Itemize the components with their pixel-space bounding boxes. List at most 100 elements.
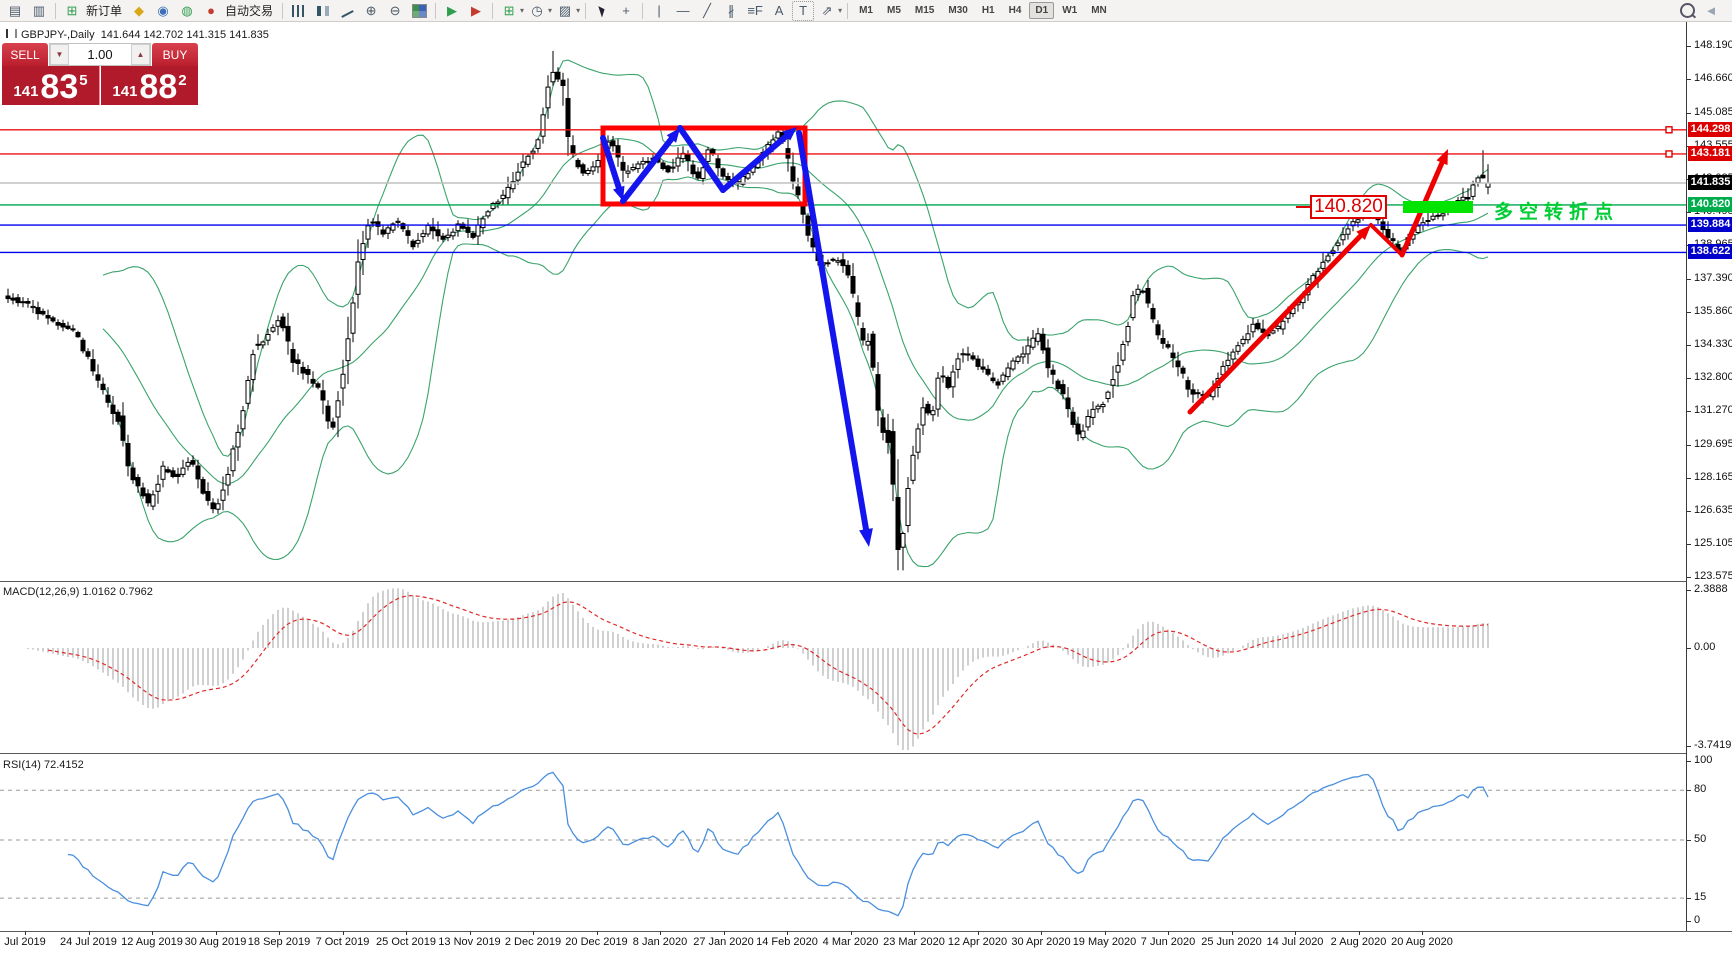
vline-icon[interactable]: | — [657, 3, 661, 18]
axis-tick — [1687, 78, 1691, 80]
autotrading-icon[interactable]: ● — [207, 3, 215, 18]
terminal-icon[interactable]: ◉ — [157, 2, 169, 18]
tf-mn[interactable]: MN — [1091, 5, 1107, 16]
tf-h1[interactable]: H1 — [981, 5, 995, 16]
trendline-icon[interactable]: ╱ — [703, 2, 711, 18]
nav-back-icon[interactable]: ◄ — [1704, 3, 1718, 18]
text-label-icon[interactable]: T — [792, 0, 815, 21]
autoscroll-icon[interactable]: ▶ — [447, 2, 458, 18]
bull-bear-turning-point-note[interactable]: 多空转折点 — [1494, 202, 1620, 223]
rsi-axis-label: 80 — [1694, 783, 1707, 795]
axis-tick — [1687, 312, 1691, 314]
channel-icon[interactable]: ∦ — [727, 2, 735, 18]
panel-bottom-border — [0, 931, 1732, 932]
time-axis-label: 12 Apr 2020 — [947, 936, 1008, 948]
buy-button[interactable]: BUY — [152, 43, 198, 66]
time-axis-tick — [723, 931, 725, 935]
hline-icon[interactable]: — — [676, 3, 690, 18]
pullback-line[interactable] — [1369, 223, 1404, 257]
time-axis-label: 30 Aug 2019 — [184, 936, 247, 948]
price-badge-143.181: 143.181 — [1688, 145, 1732, 161]
cursor-icon[interactable] — [591, 1, 613, 21]
sell-price-sup: 5 — [79, 72, 88, 89]
zoom-in-icon[interactable]: ⊕ — [365, 2, 377, 18]
macd-axis-label: 0.00 — [1694, 641, 1716, 653]
new-order-icon[interactable]: ⊞ — [66, 2, 78, 18]
macd-panel[interactable] — [0, 583, 1686, 753]
zigzag-arrow-up-2[interactable] — [720, 127, 797, 193]
zoom-out-icon[interactable]: ⊖ — [389, 2, 401, 18]
tile-windows-icon[interactable] — [408, 1, 430, 21]
level-callout-140820[interactable]: 140.820 — [1310, 195, 1387, 219]
axis-tick — [1687, 378, 1691, 380]
time-axis-tick — [406, 931, 407, 935]
tf-d1[interactable]: D1 — [1029, 2, 1055, 19]
periods-icon[interactable]: ◷ — [531, 2, 543, 18]
tf-m5[interactable]: M5 — [887, 5, 901, 16]
crosshair-icon[interactable]: + — [622, 3, 630, 18]
profiles-icon[interactable]: ▥ — [32, 2, 46, 18]
rsi-title: RSI(14) — [3, 759, 41, 771]
metaeditor-icon[interactable]: ◆ — [134, 2, 145, 18]
ohlc-values: 141.644 142.702 141.315 141.835 — [100, 29, 269, 41]
new-chart-icon[interactable]: ▤ — [8, 2, 22, 18]
chart-shift-icon[interactable]: ▶ — [471, 2, 482, 18]
toolbar: ▤ ▥ ⊞ 新订单 ◆ ◉ ◍ ● 自动交易 ⊕ ⊖ ▶ ▶ ⊞ ▾ ◷ ▾ ▨ ▾ … — [0, 0, 1732, 22]
level-lines[interactable] — [0, 126, 1686, 254]
line-chart-icon[interactable] — [336, 1, 358, 21]
templates-icon[interactable]: ▨ — [558, 2, 572, 18]
volume-increase-button[interactable]: ▲ — [131, 44, 150, 65]
turning-point-bar[interactable] — [1403, 201, 1473, 213]
arrows-icon[interactable]: ⇗ — [821, 2, 833, 18]
rsi-axis-label: 0 — [1694, 914, 1701, 926]
time-axis-tick — [787, 931, 788, 935]
zigzag-arrow-down-1[interactable] — [600, 135, 625, 201]
separator — [55, 2, 56, 19]
tf-m30[interactable]: M30 — [948, 5, 968, 16]
indicators-icon[interactable]: ⊞ — [503, 2, 515, 18]
sell-button[interactable]: SELL — [2, 43, 48, 66]
tf-w1[interactable]: W1 — [1062, 5, 1078, 16]
price-axis-label: 123.575 — [1694, 570, 1732, 583]
text-icon[interactable]: A — [774, 3, 784, 18]
uptrend-arrow[interactable] — [1187, 225, 1371, 415]
time-axis-tick — [215, 931, 217, 935]
panel-splitter[interactable] — [0, 753, 1732, 754]
search-icon[interactable] — [1676, 1, 1698, 21]
annotations[interactable] — [600, 125, 1473, 547]
bollinger-bands — [102, 59, 1489, 568]
axis-tick — [1687, 544, 1691, 546]
time-axis-label: 7 Jun 2020 — [1140, 936, 1196, 948]
tf-m15[interactable]: M15 — [914, 5, 935, 16]
crash-arrow[interactable] — [796, 130, 873, 547]
macd-signal-line — [47, 595, 1489, 735]
tf-m1[interactable]: M1 — [859, 5, 873, 16]
zigzag-arrow-up-1[interactable] — [620, 128, 680, 204]
sell-price[interactable]: 141 83 5 — [2, 66, 100, 105]
buy-price[interactable]: 141 88 2 — [101, 66, 198, 105]
price-axis-label: 132.800 — [1694, 371, 1732, 384]
volume-decrease-button[interactable]: ▼ — [50, 44, 69, 65]
macd-histogram — [27, 588, 1489, 750]
rsi-panel[interactable] — [0, 755, 1686, 931]
panel-splitter[interactable] — [0, 581, 1732, 582]
axis-tick — [1687, 898, 1691, 899]
axis-tick — [1687, 590, 1691, 591]
time-axis[interactable]: Jul 2019 24 Jul 2019 12 Aug 2019 30 Aug 201… — [0, 933, 1732, 953]
autotrading-button[interactable]: 自动交易 — [225, 4, 274, 18]
signals-icon[interactable]: ◍ — [181, 2, 193, 18]
time-axis-tick — [977, 931, 979, 935]
price-chart[interactable] — [0, 22, 1686, 581]
volume-input[interactable]: 1.00 — [87, 47, 113, 62]
price-axis[interactable]: 148.190146.660145.085143.555142.025140.4… — [1686, 22, 1732, 931]
time-axis-label: 19 May 2020 — [1072, 936, 1137, 948]
time-axis-label: 18 Sep 2019 — [247, 936, 311, 948]
tf-h4[interactable]: H4 — [1008, 5, 1022, 16]
fibonacci-icon[interactable]: ≡F — [747, 3, 763, 18]
candlestick-chart-icon[interactable] — [312, 1, 334, 21]
time-axis-tick — [88, 931, 90, 935]
zigzag-segment[interactable] — [677, 125, 726, 193]
bar-chart-icon[interactable] — [288, 1, 310, 21]
new-order-button[interactable]: 新订单 — [86, 4, 123, 18]
time-axis-tick — [152, 931, 153, 935]
